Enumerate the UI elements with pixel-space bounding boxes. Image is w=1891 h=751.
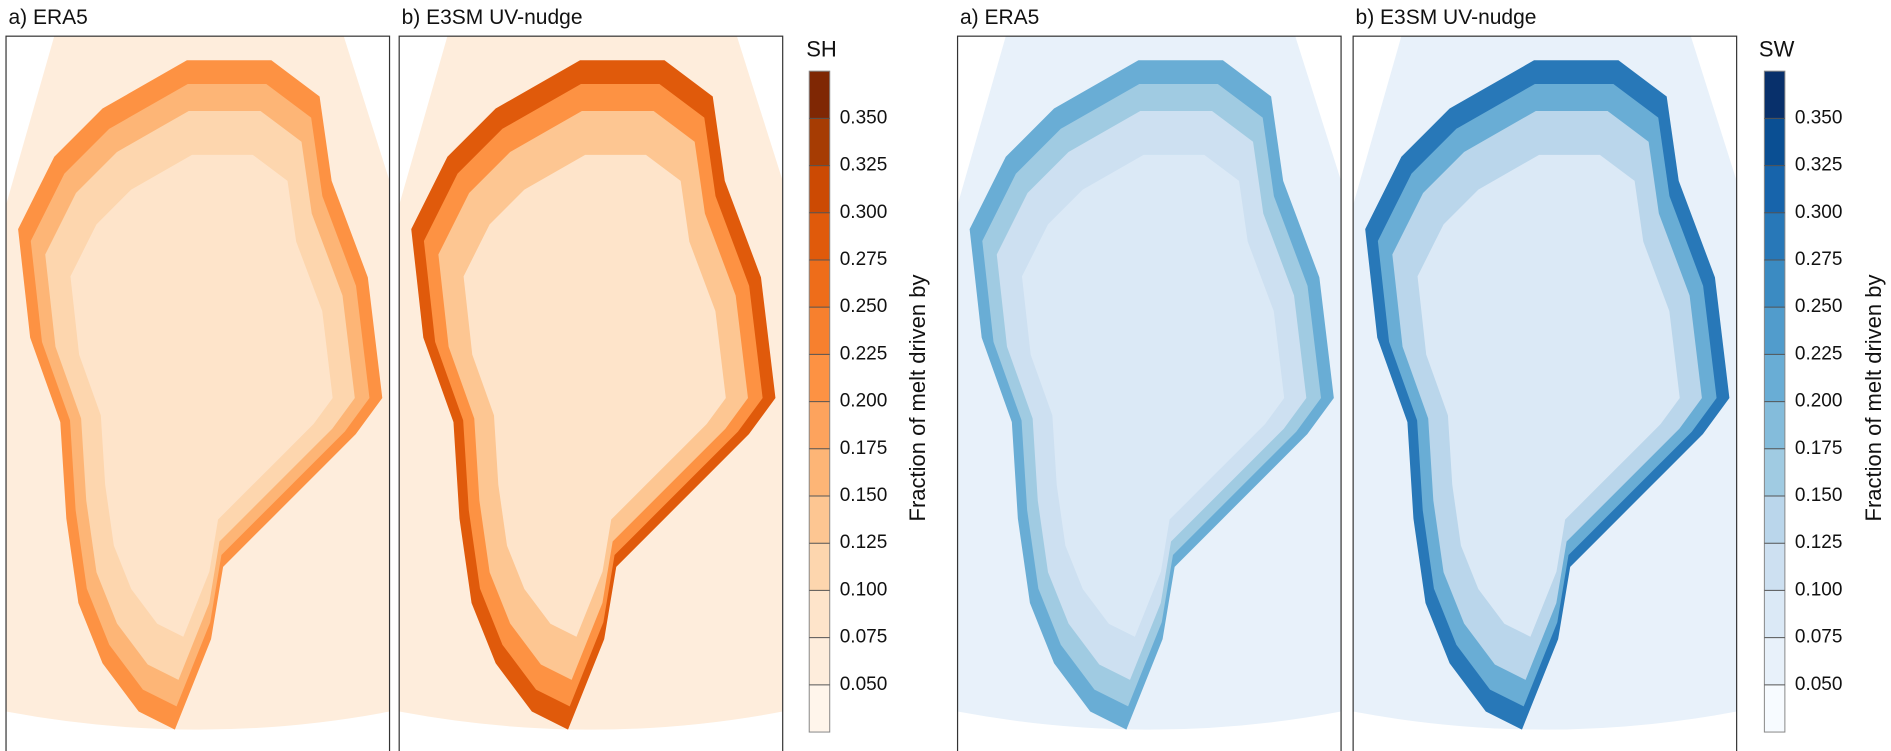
colorbar-bin [1764,637,1785,686]
panel-frame [5,35,391,751]
colorbar-title: SH [806,36,837,61]
map-area [399,36,783,730]
colorbar-tick-label: 0.200 [840,391,888,412]
colorbar-bin [1764,448,1785,497]
colorbar-bin [809,307,830,355]
colorbar-tick-label: 0.250 [840,296,888,317]
colorbar-tick-label: 0.350 [1795,107,1843,128]
colorbar-tick-label: 0.100 [840,579,888,600]
colorbar-tick-label: 0.225 [1795,343,1843,364]
panel-title: b) E3SM UV-nudge [1356,6,1537,29]
colorbar-tick-label: 0.275 [1795,249,1843,270]
colorbar-tick-label: 0.200 [1795,391,1843,412]
colorbar-bin [809,212,830,261]
map-panel [398,35,784,751]
colorbar-bin [1764,543,1785,591]
colorbar-bin [809,354,830,403]
colorbar-tick-label: 0.075 [840,627,888,648]
colorbar-tick-label: 0.325 [840,155,888,176]
colorbar-tick-label: 0.325 [1795,155,1843,176]
panel-title: a) ERA5 [960,6,1039,29]
colorbar-bin [1764,354,1785,403]
colorbar-bin [809,259,830,308]
colorbar-bin [809,590,830,639]
colorbar-bin [809,637,830,686]
colorbar-tick-label: 0.175 [840,438,888,459]
colorbar-label: Fraction of melt driven by [905,274,930,521]
colorbar-bin [809,448,830,497]
colorbar-bin [1764,401,1785,450]
colorbar-bin [809,71,830,119]
colorbar-tick-label: 0.300 [840,202,888,223]
colorbar-bin [1764,684,1785,733]
colorbar-tick-label: 0.225 [840,343,888,364]
colorbar-tick-label: 0.125 [840,532,888,553]
colorbar-bin [809,165,830,214]
colorbar-bin [809,684,830,733]
map-area [957,36,1342,730]
colorbar-tick-label: 0.250 [1795,296,1843,317]
map-panel [956,35,1342,751]
colorbar-bin [809,401,830,450]
colorbar-label: Fraction of melt driven by [1861,274,1886,521]
colorbar-bin [1764,590,1785,639]
colorbar-bin [809,496,830,544]
panel-title: a) ERA5 [8,6,87,29]
colorbar-bin [809,118,830,167]
colorbar-tick-label: 0.075 [1795,627,1843,648]
colorbar-bin [1764,118,1785,167]
panel-frame [398,35,784,751]
colorbar-bin [1764,496,1785,544]
colorbar-tick-label: 0.300 [1795,202,1843,223]
colorbar-tick-label: 0.275 [840,249,888,270]
colorbar-tick-label: 0.350 [840,107,888,128]
colorbar-tick-label: 0.150 [840,485,888,506]
colorbar-tick-label: 0.150 [1795,485,1843,506]
colorbar-tick-label: 0.050 [1795,674,1843,695]
colorbar-bin [1764,165,1785,214]
panel-frame [956,35,1342,751]
colorbar-tick-label: 0.175 [1795,438,1843,459]
colorbar-bin [1764,212,1785,261]
colorbar-bin [809,543,830,591]
colorbar-tick-label: 0.100 [1795,579,1843,600]
map-panel [5,35,391,751]
colorbar-bin [1764,307,1785,355]
colorbar-bin [1764,259,1785,308]
map-area [1353,36,1737,730]
colorbar-title: SW [1759,36,1795,61]
panel-title: b) E3SM UV-nudge [402,6,583,29]
map-panel [1352,35,1738,751]
colorbar-tick-label: 0.050 [840,674,888,695]
colorbar-bin [1764,71,1785,119]
map-area [6,36,390,730]
colorbar-tick-label: 0.125 [1795,532,1843,553]
panel-frame [1352,35,1738,751]
